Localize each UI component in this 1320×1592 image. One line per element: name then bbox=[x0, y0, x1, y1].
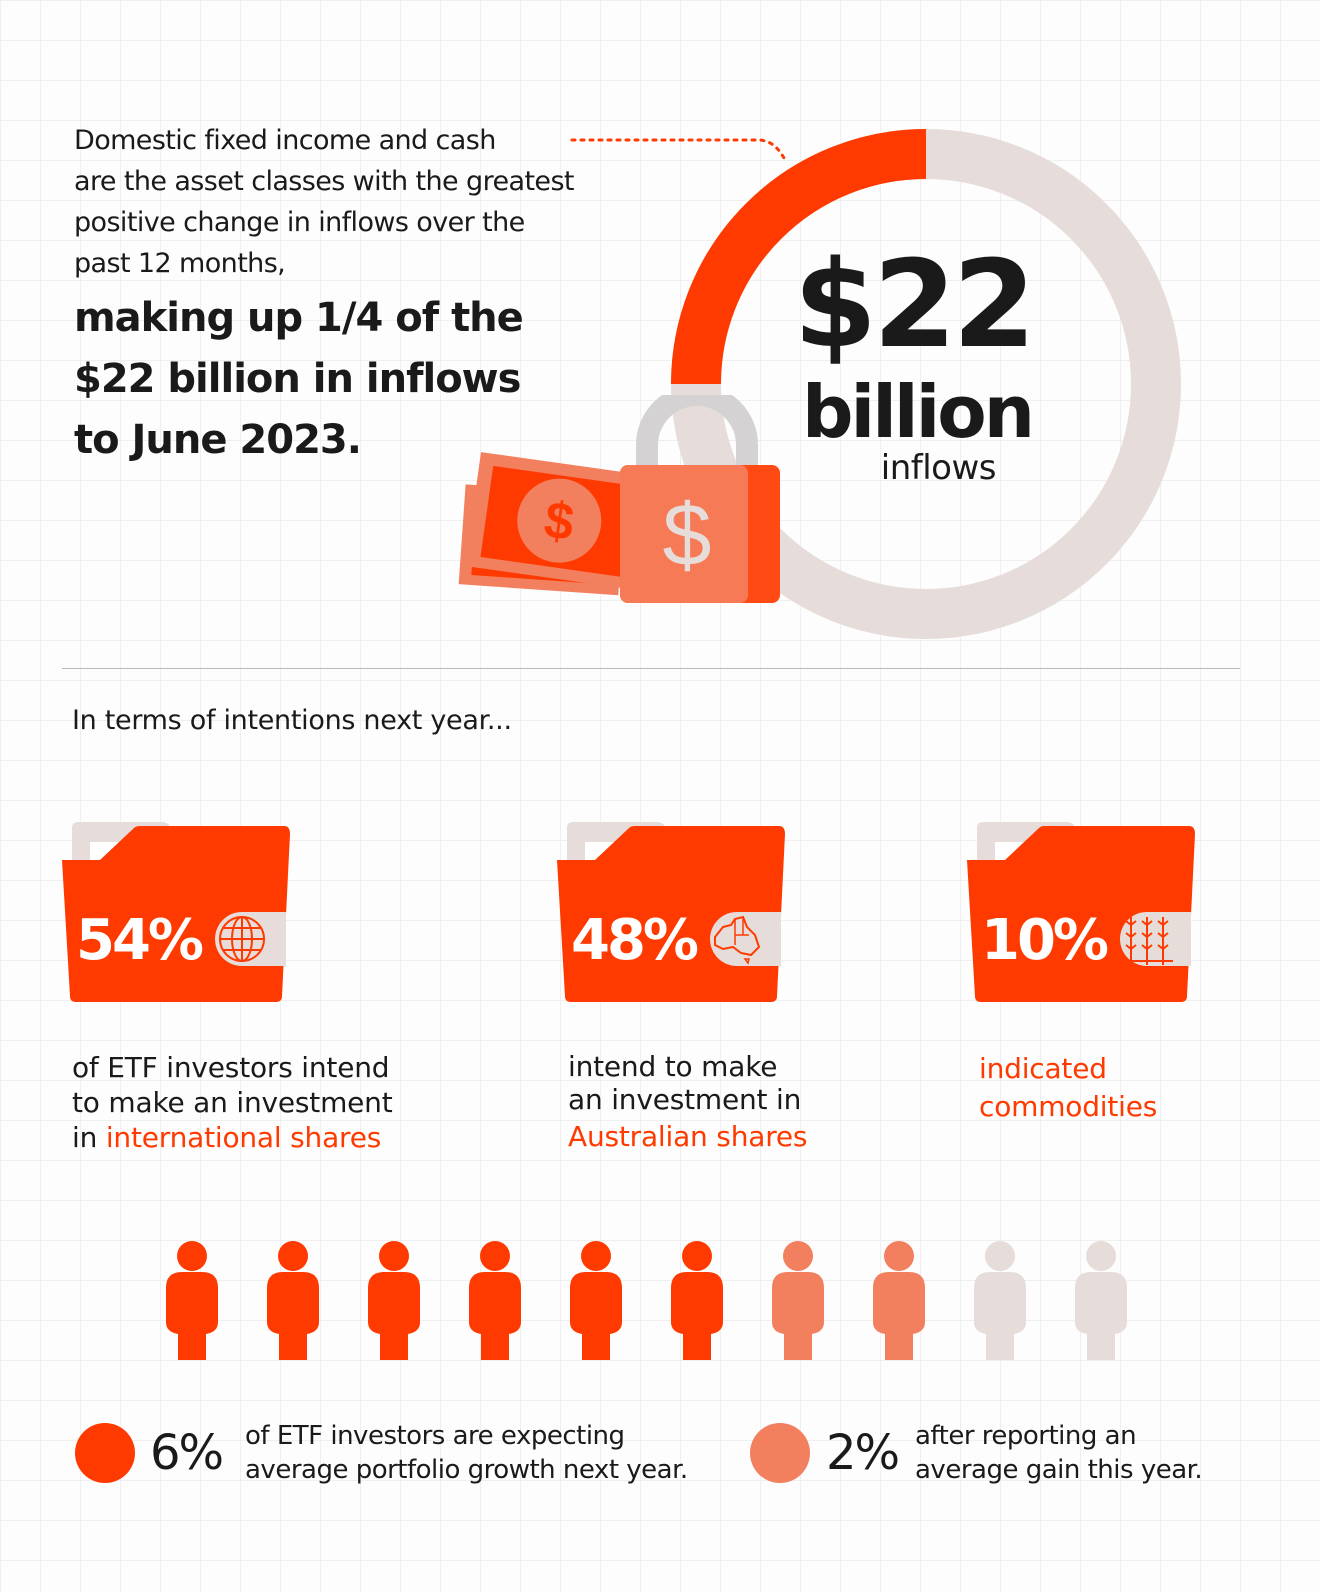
person-icon bbox=[974, 1241, 1026, 1360]
intention-caption-australian: intend to make an investment in Australi… bbox=[568, 1050, 808, 1153]
legend-line: average portfolio growth next year. bbox=[245, 1455, 688, 1485]
people-pictogram bbox=[166, 1241, 1127, 1360]
caption-line: of ETF investors intend bbox=[72, 1051, 390, 1084]
svg-text:$: $ bbox=[663, 485, 712, 584]
person-icon bbox=[1075, 1241, 1127, 1360]
folder-icon bbox=[967, 822, 1195, 1002]
intro-line: positive change in inflows over the bbox=[74, 207, 525, 238]
australia-map-icon bbox=[714, 915, 761, 965]
section-heading: In terms of intentions next year... bbox=[72, 705, 512, 736]
caption-line: to make an investment bbox=[72, 1086, 393, 1119]
folder-icon bbox=[557, 822, 785, 1002]
highlight-line: making up 1/4 of the bbox=[74, 295, 524, 341]
legend-percent: 6% bbox=[150, 1425, 224, 1481]
donut-unit: billion bbox=[802, 370, 1035, 454]
legend-line: average gain this year. bbox=[915, 1455, 1203, 1485]
person-icon bbox=[671, 1241, 723, 1360]
caption-highlight: international shares bbox=[105, 1121, 382, 1154]
legend-text: of ETF investors are expecting average p… bbox=[245, 1419, 688, 1487]
icon-pill bbox=[710, 912, 781, 966]
person-icon bbox=[267, 1241, 319, 1360]
intention-caption-international: of ETF investors intend to make an inves… bbox=[72, 1050, 393, 1155]
highlight-line: $22 billion in inflows bbox=[74, 356, 521, 402]
folder-icon bbox=[62, 822, 290, 1002]
person-icon bbox=[469, 1241, 521, 1360]
legend-swatch-light bbox=[750, 1423, 810, 1483]
person-icon bbox=[873, 1241, 925, 1360]
donut-amount: $22 bbox=[793, 236, 1037, 375]
globe-icon bbox=[219, 916, 265, 962]
intention-percent: 54% bbox=[76, 908, 204, 973]
intention-caption-commodities: indicated commodities bbox=[979, 1050, 1157, 1126]
caption-line: an investment in bbox=[568, 1083, 802, 1116]
padlock-dollar-icon: $ bbox=[620, 395, 780, 603]
caption-line: intend to make bbox=[568, 1050, 778, 1083]
icon-pill bbox=[1120, 912, 1191, 966]
person-icon bbox=[570, 1241, 622, 1360]
caption-highlight: commodities bbox=[979, 1090, 1158, 1123]
wheat-icon bbox=[1121, 917, 1173, 965]
legend-line: of ETF investors are expecting bbox=[245, 1421, 625, 1451]
folder-card: 10% bbox=[967, 820, 1207, 1014]
intro-line: past 12 months, bbox=[74, 248, 286, 279]
donut-highlight-arc bbox=[671, 129, 927, 385]
legend-percent: 2% bbox=[826, 1425, 900, 1481]
caption-prefix: in bbox=[72, 1121, 106, 1154]
folder-card: 48% bbox=[557, 820, 797, 1014]
intention-percent: 10% bbox=[981, 908, 1109, 973]
intro-line: Domestic fixed income and cash bbox=[74, 125, 496, 156]
legend-text: after reporting an average gain this yea… bbox=[915, 1419, 1203, 1487]
person-icon bbox=[368, 1241, 420, 1360]
caption-highlight: Australian shares bbox=[568, 1120, 808, 1153]
cash-notes-icon: $ $ bbox=[458, 395, 780, 603]
highlight-line: to June 2023. bbox=[74, 417, 362, 463]
dotted-connector bbox=[570, 138, 787, 162]
inflows-donut bbox=[671, 129, 1181, 639]
intention-percent: 48% bbox=[571, 908, 699, 973]
section-divider bbox=[62, 668, 1240, 669]
intro-line: are the asset classes with the greatest bbox=[74, 166, 575, 197]
legend-swatch-dark bbox=[75, 1423, 135, 1483]
intro-text: Domestic fixed income and cash are the a… bbox=[74, 120, 575, 284]
folder-card: 54% bbox=[62, 820, 302, 1014]
caption-highlight: indicated bbox=[979, 1052, 1107, 1085]
person-icon bbox=[772, 1241, 824, 1360]
intro-highlight: making up 1/4 of the $22 billion in infl… bbox=[74, 288, 524, 471]
donut-label: inflows bbox=[880, 448, 997, 488]
person-icon bbox=[166, 1241, 218, 1360]
legend-line: after reporting an bbox=[915, 1421, 1137, 1451]
